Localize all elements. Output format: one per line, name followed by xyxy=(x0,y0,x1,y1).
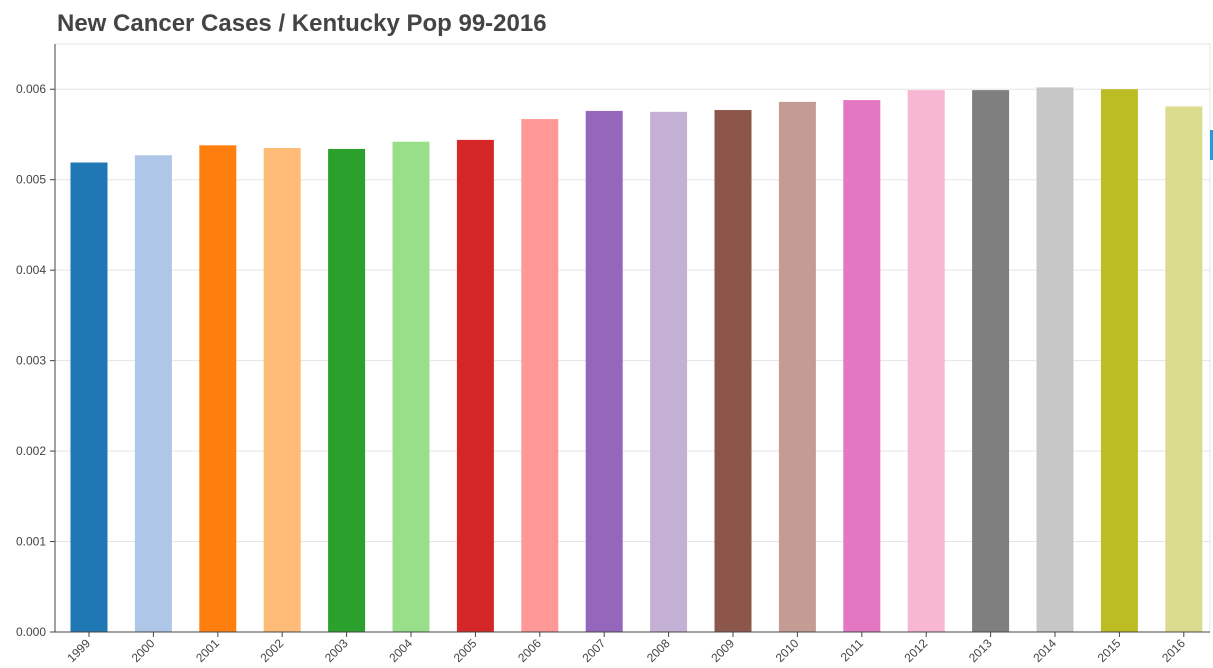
bar-2014 xyxy=(1036,87,1074,633)
x-tick-label: 2008 xyxy=(644,636,673,665)
bar-2015 xyxy=(1100,89,1138,632)
axes xyxy=(50,44,1210,637)
y-tick-label: 0.003 xyxy=(16,354,46,368)
y-tick-label: 0.006 xyxy=(16,82,46,96)
x-tick-label: 2002 xyxy=(258,636,287,665)
y-tick-label: 0.004 xyxy=(16,263,46,277)
x-tick-label: 2004 xyxy=(386,636,415,665)
scroll-indicator[interactable] xyxy=(1210,130,1213,160)
bar-2002 xyxy=(263,148,301,632)
x-tick-label: 2000 xyxy=(129,636,158,665)
bar-2009 xyxy=(714,110,752,632)
x-tick-label: 2009 xyxy=(708,636,737,665)
x-tick-label: 2005 xyxy=(451,636,480,665)
bar-2007 xyxy=(585,110,623,633)
bar-2012 xyxy=(907,90,945,633)
x-tick-label: 2015 xyxy=(1095,636,1124,665)
x-tick-label: 2014 xyxy=(1030,636,1059,665)
x-tick-label: 2012 xyxy=(902,636,931,665)
x-tick-label: 2006 xyxy=(515,636,544,665)
x-tick-label: 2013 xyxy=(966,636,995,665)
bar-2000 xyxy=(134,155,172,632)
bar-2013 xyxy=(972,90,1010,633)
y-tick-label: 0.001 xyxy=(16,535,46,549)
x-tick-label: 2003 xyxy=(322,636,351,665)
bar-2003 xyxy=(328,148,366,633)
y-tick-label: 0.002 xyxy=(16,444,46,458)
y-tick-label: 0.005 xyxy=(16,173,46,187)
x-tick-label: 2001 xyxy=(193,636,222,665)
x-tick-label: 1999 xyxy=(64,636,93,665)
bar-1999 xyxy=(70,162,108,632)
bar-2006 xyxy=(521,119,559,633)
bar-2016 xyxy=(1165,106,1203,633)
bar-2005 xyxy=(456,139,494,633)
chart-title: New Cancer Cases / Kentucky Pop 99-2016 xyxy=(57,10,547,37)
bar-2010 xyxy=(778,101,816,632)
x-tick-label: 2011 xyxy=(838,636,866,664)
y-tick-label: 0.000 xyxy=(16,625,46,639)
x-tick-label: 2016 xyxy=(1159,636,1188,665)
bar-2001 xyxy=(199,145,237,632)
x-tick-label: 2007 xyxy=(580,636,609,665)
bars xyxy=(70,87,1203,633)
bar-2004 xyxy=(392,141,430,632)
x-tick-label: 2010 xyxy=(773,636,802,665)
bar-2011 xyxy=(843,100,881,632)
bar-2008 xyxy=(650,111,688,633)
